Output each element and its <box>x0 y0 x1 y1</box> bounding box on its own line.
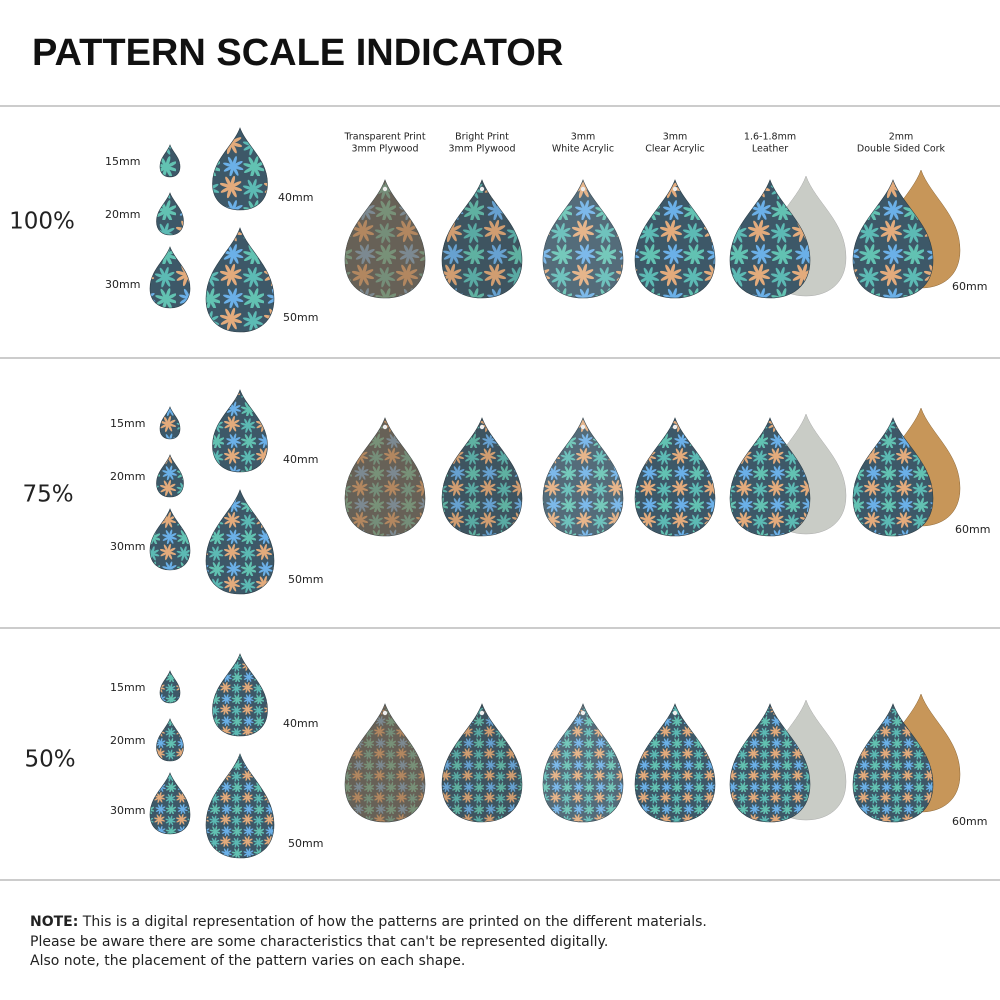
material-tint <box>543 704 623 822</box>
material-tint <box>345 418 425 536</box>
material-label: White Acrylic <box>552 144 614 155</box>
teardrop <box>441 703 523 823</box>
size-label: 50mm <box>283 311 318 324</box>
teardrop <box>149 772 191 835</box>
teardrop <box>634 703 716 823</box>
size-label: 30mm <box>110 804 145 817</box>
teardrop <box>634 417 716 537</box>
note-line: Also note, the placement of the pattern … <box>30 953 465 969</box>
size-label: 15mm <box>105 155 140 168</box>
size-label: 40mm <box>283 453 318 466</box>
scale-label: 50% <box>24 747 75 773</box>
material-tint <box>543 180 623 298</box>
material-tint <box>442 704 522 822</box>
material-label: 1.6-1.8mm <box>744 132 796 143</box>
material-size: 60mm <box>955 523 990 536</box>
material-label: 3mm <box>571 132 596 143</box>
size-label: 15mm <box>110 417 145 430</box>
teardrop <box>542 703 624 823</box>
note-label: NOTE: <box>30 914 78 930</box>
hole <box>382 186 388 192</box>
hole <box>382 710 388 716</box>
teardrop <box>159 670 181 704</box>
material-tint <box>345 180 425 298</box>
hole <box>672 710 678 716</box>
teardrop <box>159 406 181 440</box>
teardrop <box>156 454 184 498</box>
teardrop <box>542 417 624 537</box>
material-label: 3mm Plywood <box>352 144 419 155</box>
material-size: 60mm <box>952 280 987 293</box>
size-label: 15mm <box>110 681 145 694</box>
material-tint <box>442 180 522 298</box>
scale-label: 100% <box>9 209 75 235</box>
hole <box>580 710 586 716</box>
material-label: 3mm Plywood <box>449 144 516 155</box>
material-tint <box>345 704 425 822</box>
teardrop <box>212 127 268 211</box>
teardrop <box>159 144 181 178</box>
hole <box>479 424 485 430</box>
material-label: Bright Print <box>455 132 509 143</box>
teardrop <box>634 179 716 299</box>
hole <box>672 424 678 430</box>
size-label: 50mm <box>288 837 323 850</box>
teardrop <box>729 703 811 823</box>
material-tint <box>442 418 522 536</box>
hole <box>479 710 485 716</box>
teardrop <box>729 417 811 537</box>
note-text: This is a digital representation of how … <box>82 914 707 930</box>
material-label: Clear Acrylic <box>645 144 704 155</box>
teardrop <box>852 703 934 823</box>
teardrop <box>156 192 184 236</box>
material-label: Leather <box>752 144 788 155</box>
size-label: 30mm <box>105 278 140 291</box>
teardrop <box>212 653 268 737</box>
teardrop <box>441 179 523 299</box>
size-label: 30mm <box>110 540 145 553</box>
hole <box>382 424 388 430</box>
teardrop <box>205 227 275 333</box>
material-label: 3mm <box>663 132 688 143</box>
hole <box>580 186 586 192</box>
material-label: 2mm <box>889 132 914 143</box>
size-label: 40mm <box>278 191 313 204</box>
hole <box>479 186 485 192</box>
teardrop <box>149 246 191 309</box>
note-line: NOTE: This is a digital representation o… <box>30 914 707 930</box>
size-label: 20mm <box>110 734 145 747</box>
size-label: 50mm <box>288 573 323 586</box>
teardrop <box>852 417 934 537</box>
title: PATTERN SCALE INDICATOR <box>32 32 563 74</box>
hole <box>580 424 586 430</box>
teardrop <box>441 417 523 537</box>
size-label: 20mm <box>105 208 140 221</box>
teardrop <box>212 389 268 473</box>
teardrop <box>205 489 275 595</box>
teardrop <box>729 179 811 299</box>
size-label: 20mm <box>110 470 145 483</box>
teardrop <box>542 179 624 299</box>
hole <box>672 186 678 192</box>
material-tint <box>543 418 623 536</box>
scale-label: 75% <box>22 482 73 508</box>
material-label: Double Sided Cork <box>857 144 946 155</box>
size-label: 40mm <box>283 717 318 730</box>
teardrop <box>149 508 191 571</box>
material-label: Transparent Print <box>343 132 425 143</box>
teardrop <box>205 753 275 859</box>
note-line: Please be aware there are some character… <box>30 934 608 950</box>
teardrop <box>852 179 934 299</box>
teardrop <box>156 718 184 762</box>
material-size: 60mm <box>952 815 987 828</box>
